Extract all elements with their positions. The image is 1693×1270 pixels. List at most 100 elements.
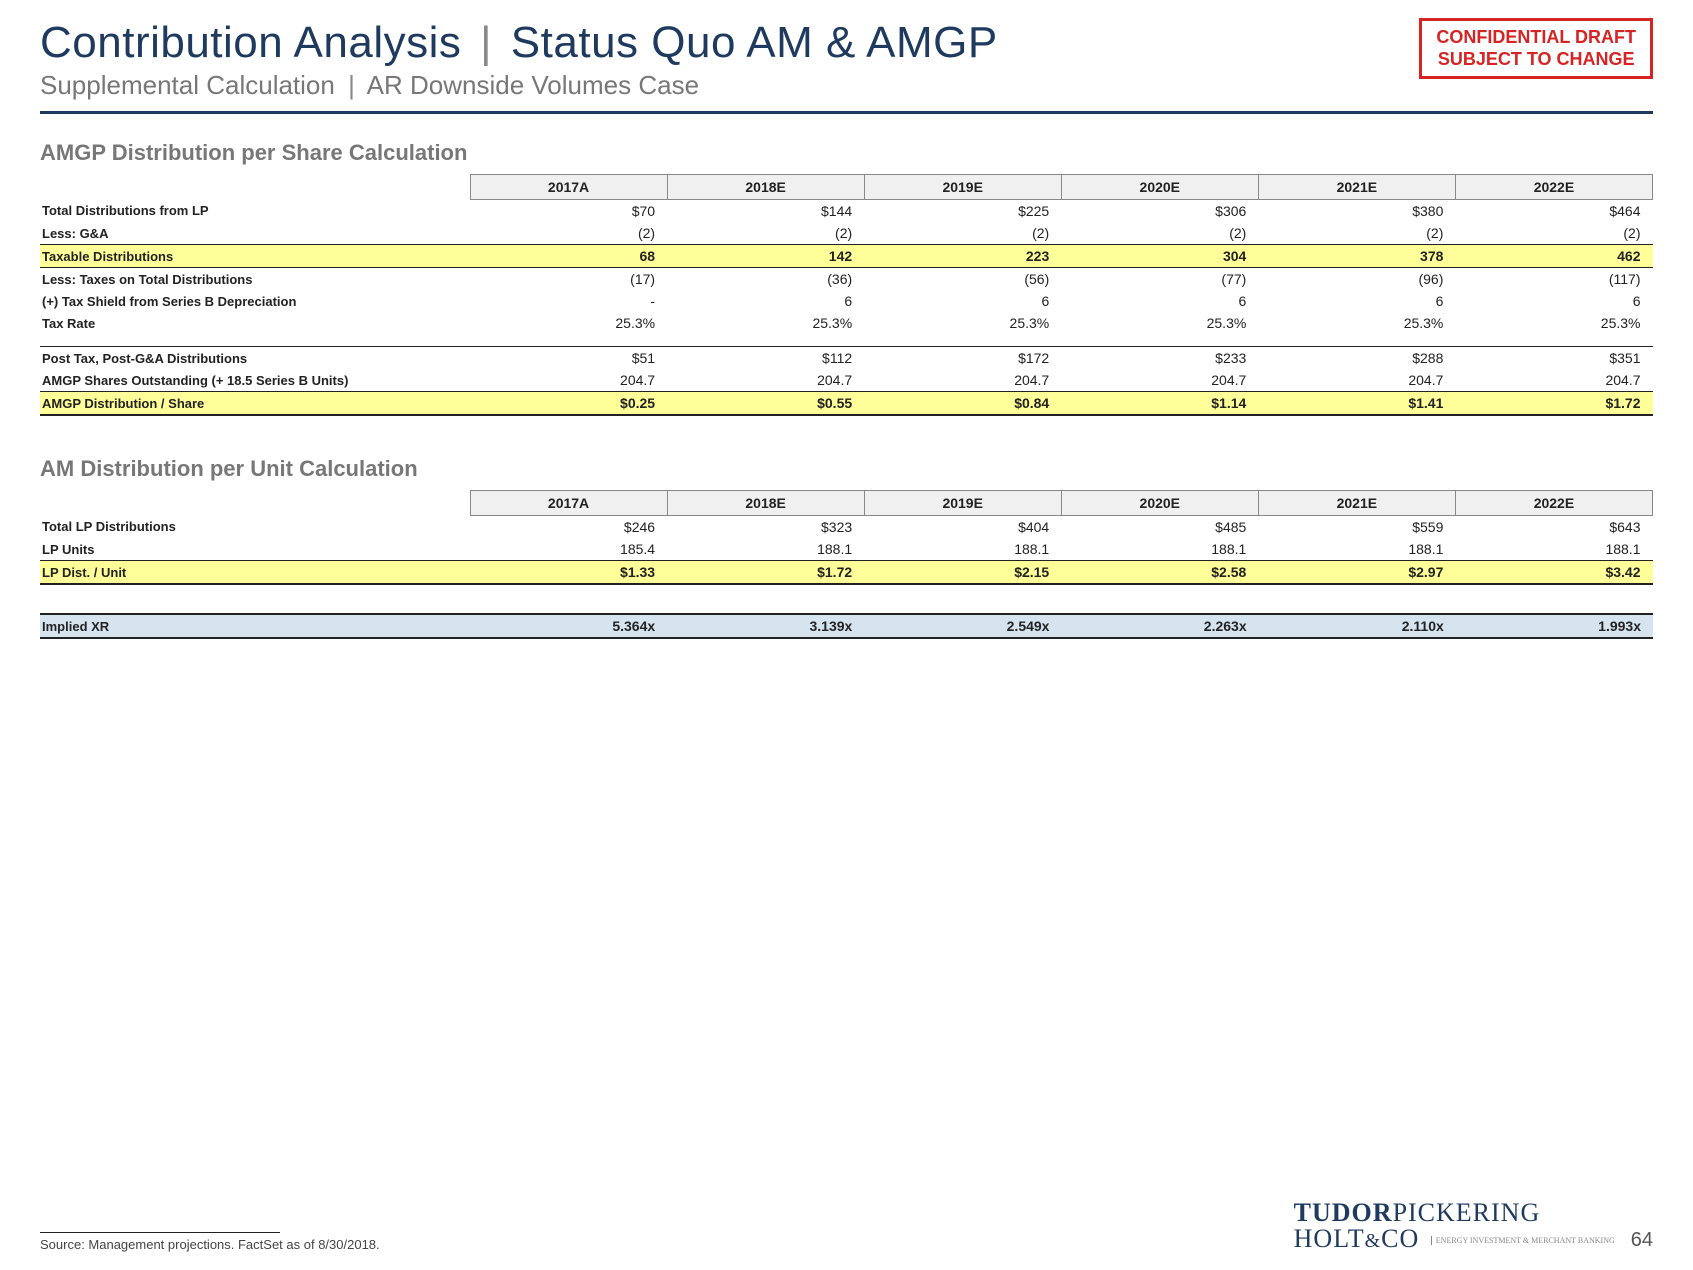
cell-value: 142 (667, 245, 864, 268)
cell-value: 204.7 (864, 369, 1061, 392)
col-header-year: 2018E (667, 175, 864, 200)
cell-value: 68 (470, 245, 667, 268)
cell-value: 25.3% (1258, 312, 1455, 334)
cell-value: 6 (667, 290, 864, 312)
am-table: 2017A2018E2019E2020E2021E2022ETotal LP D… (40, 490, 1653, 585)
amgp-table: 2017A2018E2019E2020E2021E2022ETotal Dist… (40, 174, 1653, 416)
table-row: AMGP Shares Outstanding (+ 18.5 Series B… (40, 369, 1653, 392)
row-label: Less: Taxes on Total Distributions (40, 268, 470, 291)
cell-value: $1.41 (1258, 392, 1455, 416)
cell-value: 204.7 (1258, 369, 1455, 392)
table-row: Taxable Distributions68142223304378462 (40, 245, 1653, 268)
cell-value: $380 (1258, 200, 1455, 223)
logo-holt: HOLT (1294, 1224, 1365, 1253)
cell-value: 3.139x (667, 614, 864, 638)
row-label: Post Tax, Post-G&A Distributions (40, 347, 470, 370)
cell-value: 2.549x (864, 614, 1061, 638)
cell-value: $144 (667, 200, 864, 223)
section-2-heading: AM Distribution per Unit Calculation (40, 456, 1653, 482)
row-label (40, 334, 470, 347)
row-label: Less: G&A (40, 222, 470, 245)
cell-value: 204.7 (1061, 369, 1258, 392)
cell-value: 25.3% (470, 312, 667, 334)
cell-value: $1.33 (470, 561, 667, 585)
logo-tagline: ENERGY INVESTMENT & MERCHANT BANKING (1431, 1236, 1615, 1245)
title-separator: | (474, 18, 498, 67)
cell-value: (2) (470, 222, 667, 245)
logo-co: CO (1381, 1224, 1419, 1253)
cell-value (864, 334, 1061, 347)
row-label: Implied XR (40, 614, 470, 638)
confidential-stamp: CONFIDENTIAL DRAFT SUBJECT TO CHANGE (1419, 18, 1653, 79)
source-rule (40, 1232, 280, 1233)
col-header-year: 2019E (864, 175, 1061, 200)
cell-value: 25.3% (667, 312, 864, 334)
cell-value (1061, 334, 1258, 347)
cell-value: 2.110x (1259, 614, 1456, 638)
cell-value: $559 (1258, 516, 1455, 539)
cell-value: 223 (864, 245, 1061, 268)
cell-value: - (470, 290, 667, 312)
cell-value: 378 (1258, 245, 1455, 268)
cell-value (667, 334, 864, 347)
cell-value: (2) (1455, 222, 1652, 245)
cell-value: $0.84 (864, 392, 1061, 416)
col-header-year: 2019E (864, 491, 1061, 516)
row-label: AMGP Distribution / Share (40, 392, 470, 416)
cell-value: $1.72 (667, 561, 864, 585)
col-header-year: 2017A (470, 175, 667, 200)
logo: TUDORPICKERING HOLT&CO ENERGY INVESTMENT… (1294, 1200, 1615, 1252)
header: Contribution Analysis | Status Quo AM & … (40, 18, 1653, 111)
cell-value: (2) (1061, 222, 1258, 245)
cell-value: 6 (864, 290, 1061, 312)
subtitle-part-a: Supplemental Calculation (40, 70, 335, 100)
logo-amp: & (1365, 1230, 1382, 1252)
cell-value: $2.58 (1061, 561, 1258, 585)
page-subtitle: Supplemental Calculation | AR Downside V… (40, 70, 1399, 111)
cell-value: (96) (1258, 268, 1455, 291)
cell-value: 188.1 (864, 538, 1061, 561)
cell-value: (36) (667, 268, 864, 291)
table-row: Implied XR5.364x3.139x2.549x2.263x2.110x… (40, 614, 1653, 638)
cell-value: 304 (1061, 245, 1258, 268)
table-row: AMGP Distribution / Share$0.25$0.55$0.84… (40, 392, 1653, 416)
row-label: Tax Rate (40, 312, 470, 334)
logo-block: TUDORPICKERING HOLT&CO ENERGY INVESTMENT… (1294, 1200, 1653, 1252)
row-label: AMGP Shares Outstanding (+ 18.5 Series B… (40, 369, 470, 392)
cell-value: $2.15 (864, 561, 1061, 585)
confidential-line-1: CONFIDENTIAL DRAFT (1436, 27, 1636, 49)
section-1-heading: AMGP Distribution per Share Calculation (40, 140, 1653, 166)
cell-value: 25.3% (1061, 312, 1258, 334)
col-header-year: 2020E (1061, 491, 1258, 516)
cell-value: 25.3% (1455, 312, 1652, 334)
table-row: LP Dist. / Unit$1.33$1.72$2.15$2.58$2.97… (40, 561, 1653, 585)
cell-value: $70 (470, 200, 667, 223)
cell-value: 188.1 (1258, 538, 1455, 561)
source-block: Source: Management projections. FactSet … (40, 1232, 380, 1252)
cell-value: (117) (1455, 268, 1652, 291)
cell-value: (2) (667, 222, 864, 245)
cell-value: $172 (864, 347, 1061, 370)
col-header-year: 2021E (1258, 175, 1455, 200)
cell-value: 188.1 (667, 538, 864, 561)
cell-value: $246 (470, 516, 667, 539)
cell-value: $0.55 (667, 392, 864, 416)
cell-value: $464 (1455, 200, 1652, 223)
title-part-b: Status Quo AM & AMGP (511, 18, 998, 67)
cell-value: $351 (1455, 347, 1652, 370)
row-label: LP Dist. / Unit (40, 561, 470, 585)
cell-value: $2.97 (1258, 561, 1455, 585)
col-header-year: 2020E (1061, 175, 1258, 200)
col-header-year: 2017A (470, 491, 667, 516)
title-block: Contribution Analysis | Status Quo AM & … (40, 18, 1399, 111)
table-row: Less: Taxes on Total Distributions(17)(3… (40, 268, 1653, 291)
cell-value: $1.14 (1061, 392, 1258, 416)
cell-value: 204.7 (1455, 369, 1652, 392)
subtitle-part-b: AR Downside Volumes Case (367, 70, 699, 100)
row-label: Taxable Distributions (40, 245, 470, 268)
footer: Source: Management projections. FactSet … (40, 1200, 1653, 1252)
cell-value: $3.42 (1455, 561, 1652, 585)
cell-value: $0.25 (470, 392, 667, 416)
cell-value: 188.1 (1061, 538, 1258, 561)
cell-value: $112 (667, 347, 864, 370)
